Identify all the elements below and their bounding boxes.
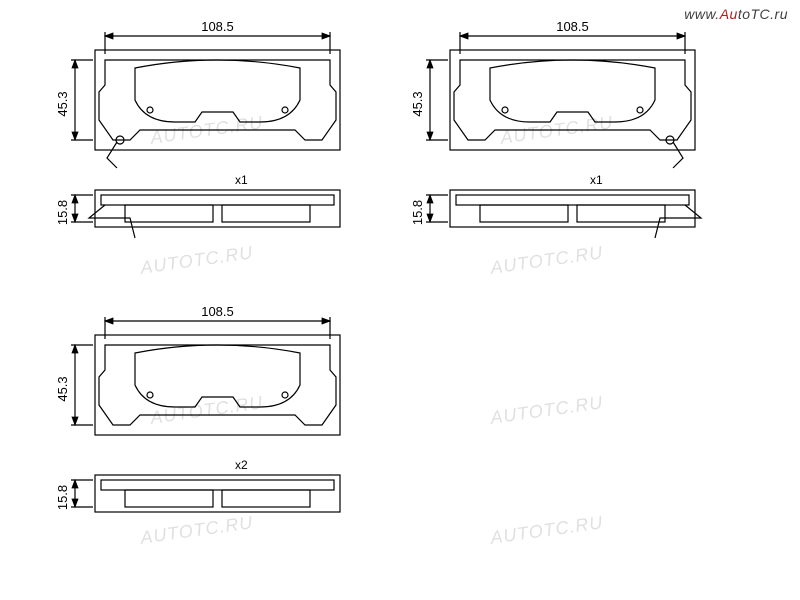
svg-text:15.8: 15.8 — [55, 200, 70, 225]
svg-text:108.5: 108.5 — [556, 19, 589, 34]
svg-text:x1: x1 — [590, 173, 603, 187]
svg-text:45.3: 45.3 — [55, 91, 70, 116]
svg-text:15.8: 15.8 — [410, 200, 425, 225]
svg-text:x1: x1 — [235, 173, 248, 187]
svg-text:x2: x2 — [235, 458, 248, 472]
svg-text:108.5: 108.5 — [201, 304, 234, 319]
svg-text:108.5: 108.5 — [201, 19, 234, 34]
svg-text:45.3: 45.3 — [410, 91, 425, 116]
drawing-canvas: AUTOTC.RU AUTOTC.RU AUTOTC.RU AUTOTC.RU … — [0, 0, 800, 600]
svg-text:45.3: 45.3 — [55, 376, 70, 401]
technical-drawing: 108.5 45.3 15.8 x1 108.5 45.3 15.8 x1 108.5 45.3 1… — [0, 0, 800, 600]
svg-text:15.8: 15.8 — [55, 485, 70, 510]
